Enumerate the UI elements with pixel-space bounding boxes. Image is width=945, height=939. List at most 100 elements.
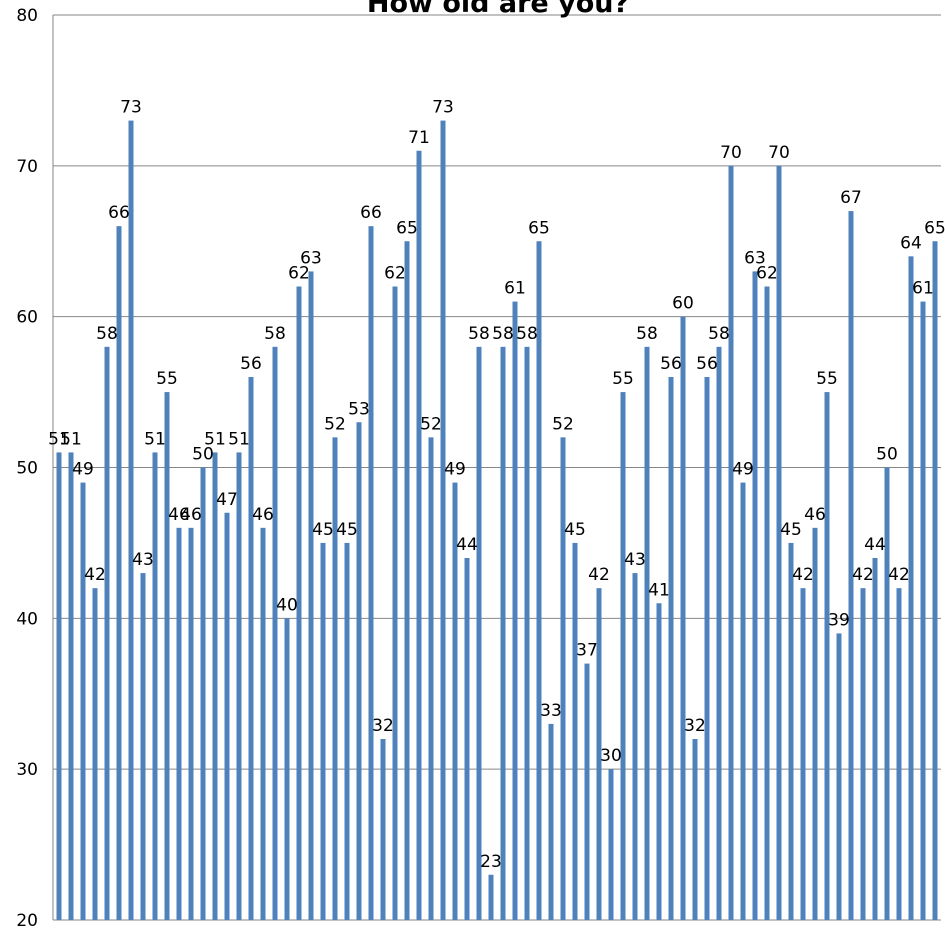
data-label: 51 xyxy=(228,429,250,449)
data-label: 66 xyxy=(360,203,382,223)
bar xyxy=(776,165,782,921)
bar xyxy=(668,377,674,920)
data-label: 51 xyxy=(60,429,82,449)
data-label: 58 xyxy=(492,324,514,344)
data-label: 45 xyxy=(312,520,334,540)
bar xyxy=(896,588,902,920)
data-label: 45 xyxy=(780,520,802,540)
data-label: 55 xyxy=(612,369,634,389)
chart-title: How old are you? xyxy=(367,0,629,19)
data-label: 58 xyxy=(468,324,490,344)
bar xyxy=(248,377,254,920)
bar xyxy=(860,588,866,920)
data-label: 56 xyxy=(660,354,682,374)
bar xyxy=(260,527,266,920)
bar xyxy=(548,723,554,920)
data-labels: 5151494258667343515546465051475156465840… xyxy=(48,98,945,872)
bar xyxy=(284,618,290,920)
y-tick-label: 60 xyxy=(16,308,38,328)
y-tick-label: 80 xyxy=(16,6,38,26)
bar xyxy=(368,226,374,920)
bar xyxy=(788,542,794,920)
bar xyxy=(884,467,890,920)
data-label: 37 xyxy=(576,641,598,661)
bar xyxy=(704,377,710,920)
data-label: 49 xyxy=(732,460,754,480)
bar xyxy=(596,588,602,920)
bar xyxy=(344,542,350,920)
data-label: 62 xyxy=(384,264,406,284)
data-label: 51 xyxy=(48,429,70,449)
bar xyxy=(692,739,698,920)
data-label: 43 xyxy=(132,550,154,570)
data-label: 45 xyxy=(336,520,358,540)
bar xyxy=(572,542,578,920)
bar xyxy=(608,769,614,920)
data-label: 64 xyxy=(900,233,922,253)
data-label: 62 xyxy=(756,264,778,284)
bar xyxy=(908,256,914,920)
data-label: 40 xyxy=(276,595,298,615)
data-label: 42 xyxy=(588,565,610,585)
bar xyxy=(320,542,326,920)
bar xyxy=(332,437,338,920)
bar xyxy=(512,301,518,920)
bar xyxy=(464,558,470,920)
data-label: 52 xyxy=(420,414,442,434)
data-label: 45 xyxy=(564,520,586,540)
bar xyxy=(428,437,434,920)
bar xyxy=(128,120,134,921)
data-label: 73 xyxy=(120,98,142,118)
data-label: 44 xyxy=(456,535,478,555)
bar xyxy=(200,467,206,920)
y-tick-label: 70 xyxy=(16,157,38,177)
bars xyxy=(56,120,938,921)
y-tick-label: 20 xyxy=(16,911,38,931)
bar xyxy=(68,452,74,920)
bar xyxy=(836,633,842,920)
bar xyxy=(308,271,314,921)
bar xyxy=(752,271,758,921)
y-tick-labels: 20 30 40 50 60 70 80 xyxy=(16,6,38,931)
bar xyxy=(152,452,158,920)
y-tick-label: 30 xyxy=(16,760,38,780)
data-label: 52 xyxy=(324,414,346,434)
data-label: 47 xyxy=(216,490,238,510)
bar xyxy=(224,512,230,920)
bar xyxy=(524,346,530,920)
data-label: 55 xyxy=(156,369,178,389)
bar xyxy=(656,603,662,920)
bar xyxy=(380,739,386,920)
bar xyxy=(452,482,458,920)
data-label: 30 xyxy=(600,746,622,766)
data-label: 42 xyxy=(84,565,106,585)
data-label: 70 xyxy=(768,143,790,163)
data-label: 42 xyxy=(792,565,814,585)
data-label: 23 xyxy=(480,852,502,872)
bar xyxy=(920,301,926,920)
bar xyxy=(56,452,62,920)
data-label: 43 xyxy=(624,550,646,570)
data-label: 51 xyxy=(144,429,166,449)
bar xyxy=(584,663,590,920)
bar xyxy=(416,150,422,920)
bar xyxy=(392,286,398,920)
bar xyxy=(440,120,446,921)
data-label: 58 xyxy=(636,324,658,344)
bar xyxy=(680,316,686,921)
data-label: 61 xyxy=(912,279,934,299)
data-label: 58 xyxy=(96,324,118,344)
bar xyxy=(164,392,170,920)
bar xyxy=(800,588,806,920)
data-label: 49 xyxy=(72,460,94,480)
data-label: 49 xyxy=(444,460,466,480)
data-label: 56 xyxy=(696,354,718,374)
data-label: 62 xyxy=(288,264,310,284)
bar xyxy=(272,346,278,920)
data-label: 58 xyxy=(264,324,286,344)
bar xyxy=(716,346,722,920)
data-label: 63 xyxy=(744,248,766,268)
data-label: 70 xyxy=(720,143,742,163)
bar xyxy=(536,241,542,920)
bar xyxy=(404,241,410,920)
